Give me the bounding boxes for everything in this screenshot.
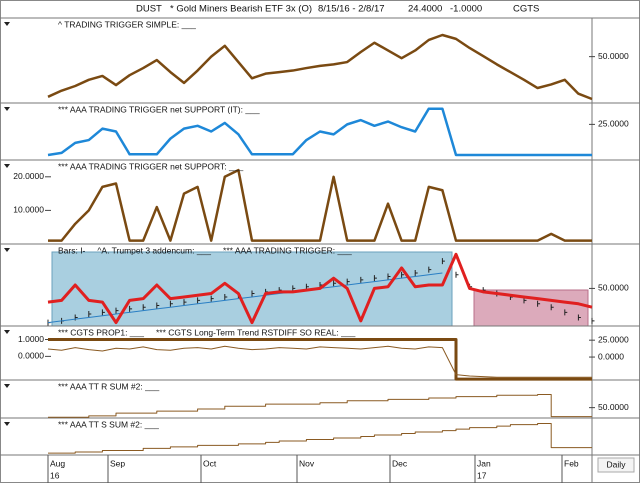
price-bar: [455, 271, 459, 278]
x-tick-year: 17: [477, 470, 487, 480]
price-change: -1.0000: [450, 4, 482, 15]
legend-label: *** AAA TRADING TRIGGER net SUPPORT: ___: [58, 161, 243, 171]
highlight-region: [473, 289, 589, 327]
panel-menu-icon: [4, 107, 10, 111]
price-bar: [115, 307, 119, 314]
series-line: [47, 107, 592, 157]
tick-label: 0.0000: [598, 351, 624, 361]
legend-label: *** CGTS PROP1: ___: [58, 327, 144, 337]
x-tick-label: Feb: [564, 458, 579, 468]
price-bar: [169, 300, 173, 307]
tick-label: 10.0000: [13, 205, 44, 215]
price-bar: [156, 302, 160, 309]
x-tick-label: Nov: [299, 458, 315, 468]
price-bar: [360, 276, 364, 283]
x-tick-label: Oct: [203, 458, 217, 468]
price-bar: [550, 304, 554, 311]
x-tick-label: Jan: [477, 458, 491, 468]
price-bar: [577, 314, 581, 321]
x-tick-year: 16: [50, 470, 60, 480]
x-tick-label: Aug: [50, 458, 65, 468]
period-label: Daily: [607, 459, 627, 469]
security-name: * Gold Miners Bearish ETF 3x (O): [170, 4, 312, 15]
price-bar: [142, 304, 146, 311]
legend-label: *** AAA TRADING TRIGGER net SUPPORT (IT)…: [58, 104, 260, 114]
legend-label: *** AAA TT R SUM #2: ___: [58, 381, 160, 391]
series-line: [47, 33, 593, 101]
price-bar: [183, 299, 187, 306]
panel-menu-icon: [4, 248, 10, 252]
legend-label: ^A. Trumpet 3 addencum: ___: [97, 245, 211, 255]
tick-label: 50.0000: [598, 283, 629, 293]
price-bar: [210, 295, 214, 302]
price-bar: [224, 293, 228, 300]
series-line: [48, 338, 592, 381]
symbol: DUST: [136, 4, 162, 15]
series-line: [47, 272, 443, 324]
last-price: 24.4000: [408, 4, 442, 15]
price-bar: [428, 266, 432, 273]
legend-label: ^ TRADING TRIGGER SIMPLE: ___: [58, 19, 196, 29]
legend-label: *** CGTS Long-Term Trend RSTDIFF SO REAL…: [156, 327, 356, 337]
price-bar: [387, 273, 391, 280]
panel-menu-icon: [4, 164, 10, 168]
series-line: [48, 394, 592, 418]
series-line: [48, 168, 592, 242]
study-name: CGTS: [513, 4, 539, 15]
price-bar: [537, 300, 541, 307]
tick-label: 25.0000: [598, 119, 629, 129]
panel-menu-icon: [4, 22, 10, 26]
panel-menu-icon: [4, 330, 10, 334]
price-bar: [441, 258, 445, 265]
price-bar: [101, 309, 105, 316]
tick-label: 25.0000: [598, 334, 629, 344]
tick-label: 50.0000: [598, 51, 629, 61]
price-bar: [564, 309, 568, 316]
date-range: 8/15/16 - 2/8/17: [318, 4, 385, 15]
series-line: [48, 423, 592, 454]
price-bar: [591, 317, 595, 324]
series-line: [47, 252, 593, 325]
series-line: [47, 345, 592, 378]
tick-label: 1.0000: [18, 334, 44, 344]
price-bar: [346, 278, 350, 285]
price-bar: [414, 270, 418, 277]
x-tick-label: Sep: [110, 458, 125, 468]
price-bar: [333, 280, 337, 287]
tick-label: 50.0000: [598, 402, 629, 412]
legend-label: *** AAA TRADING TRIGGER: ___: [223, 245, 352, 255]
price-bar: [129, 305, 133, 312]
legend-label: *** AAA TT S SUM #2: ___: [58, 419, 159, 429]
panel-menu-icon: [4, 384, 10, 388]
price-bar: [373, 275, 377, 282]
price-bar: [197, 297, 201, 304]
period-box: [597, 457, 635, 473]
price-bar: [88, 311, 92, 318]
price-bar: [251, 290, 255, 297]
legend-label: Bars: I-: [58, 245, 86, 255]
tick-label: 20.0000: [13, 171, 44, 181]
x-tick-label: Dec: [392, 458, 408, 468]
price-bar: [401, 271, 405, 278]
tick-label: 0.0000: [18, 351, 44, 361]
panel-menu-icon: [4, 422, 10, 426]
